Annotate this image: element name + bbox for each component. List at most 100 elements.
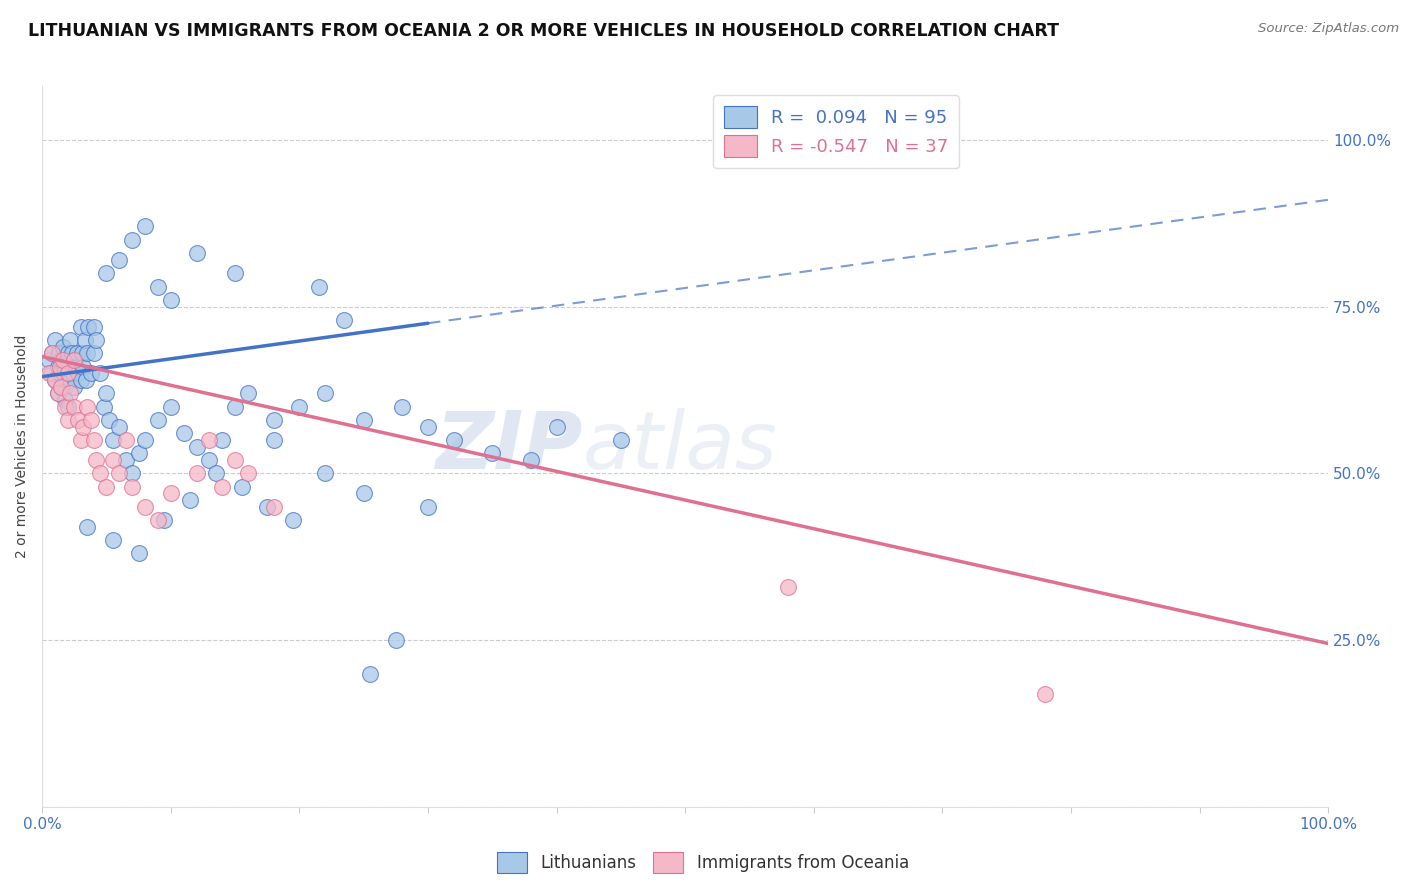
Point xyxy=(114,453,136,467)
Point xyxy=(55,353,77,368)
Legend: Lithuanians, Immigrants from Oceania: Lithuanians, Immigrants from Oceania xyxy=(491,846,915,880)
Point xyxy=(263,433,285,447)
Point xyxy=(443,433,465,447)
Point xyxy=(146,413,169,427)
Text: Source: ZipAtlas.com: Source: ZipAtlas.com xyxy=(1258,22,1399,36)
Point xyxy=(41,346,63,360)
Point xyxy=(114,433,136,447)
Point xyxy=(108,467,131,481)
Point xyxy=(49,359,72,374)
Point xyxy=(66,346,89,360)
Point xyxy=(121,480,143,494)
Point xyxy=(128,546,150,560)
Point xyxy=(236,386,259,401)
Point xyxy=(101,533,124,547)
Point xyxy=(53,366,76,380)
Point xyxy=(46,386,69,401)
Point xyxy=(52,353,75,368)
Point xyxy=(89,366,111,380)
Point xyxy=(108,252,131,267)
Point xyxy=(98,413,121,427)
Point xyxy=(93,400,115,414)
Point xyxy=(153,513,176,527)
Point xyxy=(236,467,259,481)
Point xyxy=(204,467,226,481)
Point xyxy=(63,353,86,368)
Point xyxy=(59,333,82,347)
Point xyxy=(101,453,124,467)
Point xyxy=(186,467,208,481)
Text: atlas: atlas xyxy=(582,408,778,485)
Point xyxy=(60,346,83,360)
Point xyxy=(159,486,181,500)
Point xyxy=(108,419,131,434)
Point xyxy=(308,279,330,293)
Point xyxy=(256,500,278,514)
Point xyxy=(53,379,76,393)
Point xyxy=(198,433,221,447)
Point xyxy=(72,419,94,434)
Point xyxy=(84,453,107,467)
Point xyxy=(49,366,72,380)
Point xyxy=(73,333,96,347)
Point xyxy=(46,359,69,374)
Point xyxy=(96,266,118,280)
Point xyxy=(76,346,98,360)
Point xyxy=(38,353,60,368)
Point xyxy=(41,346,63,360)
Point xyxy=(67,413,90,427)
Point xyxy=(62,366,84,380)
Point xyxy=(63,400,86,414)
Point xyxy=(56,400,79,414)
Point xyxy=(134,219,156,234)
Text: LITHUANIAN VS IMMIGRANTS FROM OCEANIA 2 OR MORE VEHICLES IN HOUSEHOLD CORRELATIO: LITHUANIAN VS IMMIGRANTS FROM OCEANIA 2 … xyxy=(28,22,1059,40)
Point xyxy=(231,480,253,494)
Point xyxy=(51,353,73,368)
Point xyxy=(186,440,208,454)
Point xyxy=(67,366,90,380)
Point xyxy=(333,313,356,327)
Point xyxy=(59,373,82,387)
Point xyxy=(159,400,181,414)
Point xyxy=(51,379,73,393)
Point xyxy=(776,580,799,594)
Point xyxy=(224,400,246,414)
Point xyxy=(44,373,66,387)
Text: ZIP: ZIP xyxy=(434,408,582,485)
Point xyxy=(179,493,201,508)
Point xyxy=(186,246,208,260)
Point xyxy=(416,419,439,434)
Point xyxy=(211,480,233,494)
Point xyxy=(314,386,336,401)
Point xyxy=(146,279,169,293)
Point xyxy=(48,346,70,360)
Point xyxy=(56,366,79,380)
Point xyxy=(51,379,73,393)
Point xyxy=(520,453,543,467)
Point xyxy=(89,467,111,481)
Point xyxy=(38,366,60,380)
Point xyxy=(121,467,143,481)
Point xyxy=(134,500,156,514)
Point xyxy=(224,453,246,467)
Point xyxy=(44,333,66,347)
Point xyxy=(84,333,107,347)
Point xyxy=(211,433,233,447)
Point xyxy=(72,359,94,374)
Point xyxy=(65,359,87,374)
Point xyxy=(159,293,181,307)
Point xyxy=(56,346,79,360)
Point xyxy=(56,366,79,380)
Point xyxy=(39,366,62,380)
Point xyxy=(391,400,413,414)
Point xyxy=(146,513,169,527)
Point xyxy=(263,500,285,514)
Point xyxy=(53,392,76,407)
Point xyxy=(96,386,118,401)
Point xyxy=(198,453,221,467)
Point xyxy=(75,373,97,387)
Point xyxy=(83,433,105,447)
Point xyxy=(314,467,336,481)
Point xyxy=(121,233,143,247)
Point xyxy=(69,319,91,334)
